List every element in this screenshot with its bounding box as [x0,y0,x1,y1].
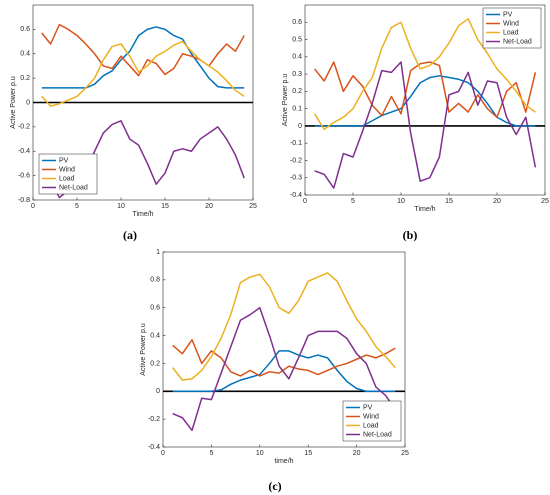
x-tick-label: 10 [117,203,125,210]
legend-label: Load [363,422,379,429]
y-axis-label: Active Power p.u [10,76,17,129]
legend-label: PV [503,11,513,18]
series-line [313,18,536,131]
y-tick-label: 0.3 [292,71,302,78]
legend-label: Net-Load [503,38,532,45]
x-tick-label: 15 [445,198,453,205]
y-tick-label: -0.2 [290,157,302,164]
y-axis-label: Active Power p.u [282,74,289,127]
y-tick-label: 0.5 [292,36,302,43]
y-tick-label: 0.6 [150,305,160,312]
legend-label: Wind [503,20,519,27]
y-tick-label: -0.4 [290,192,302,199]
y-tick-label: -0.2 [18,124,30,131]
y-tick-label: 0.4 [20,51,30,58]
x-tick-label: 0 [161,450,165,457]
y-tick-label: -0.8 [18,197,30,204]
y-tick-label: 0.4 [292,54,302,61]
y-tick-label: 0.2 [20,75,30,82]
y-tick-label: -0.2 [148,416,160,423]
series-line [41,40,245,107]
y-tick-label: 0 [26,99,30,106]
series-line [314,61,537,119]
y-tick-label: 0 [298,123,302,130]
series-line [172,272,396,381]
x-tick-label: 15 [304,450,312,457]
series-line [314,61,537,189]
legend-label: Wind [363,413,379,420]
x-axis-label: Time/h [414,206,435,213]
x-tick-label: 20 [353,450,361,457]
series-line [172,339,396,377]
x-tick-label: 5 [209,450,213,457]
series-line [314,75,536,127]
legend-label: Net-Load [59,184,88,191]
x-tick-label: 25 [249,203,257,210]
caption: (a) [123,228,137,242]
caption: (c) [268,479,281,493]
subplot: 0 5 10 15 20 25 -0.4 -0.3 -0.2 -0.1 0 0.1 0.2 0.3 0.4 0… [282,4,549,242]
series-line [41,26,245,89]
legend-label: PV [59,157,69,164]
x-tick-label: 20 [205,203,213,210]
x-tick-label: 25 [541,198,549,205]
legend-label: Load [59,175,75,182]
y-tick-label: 0.4 [150,332,160,339]
y-tick-label: -0.6 [18,172,30,179]
y-tick-label: 0.6 [20,26,30,33]
y-axis-label: Active Power p.u [140,323,147,376]
x-axis-label: time/h [274,458,293,465]
y-tick-label: 0.6 [292,19,302,26]
y-tick-label: 0.8 [150,277,160,284]
legend-label: PV [363,404,373,411]
y-tick-label: 0.2 [150,360,160,367]
x-tick-label: 5 [351,198,355,205]
y-tick-label: -0.4 [18,148,30,155]
y-tick-label: 0.2 [292,88,302,95]
legend-label: Wind [59,166,75,173]
legend-label: Load [503,29,519,36]
legend-label: Net-Load [363,431,392,438]
x-tick-label: 25 [401,450,409,457]
y-tick-label: 0.1 [292,105,302,112]
y-tick-label: 1 [156,249,160,256]
x-tick-label: 10 [256,450,264,457]
y-tick-label: -0.4 [148,444,160,451]
subplot: 0 5 10 15 20 25 -0.4 -0.2 0 0.2 0.4 0.6 0.8 1 time/h Ac… [140,249,409,493]
x-tick-label: 5 [75,203,79,210]
y-tick-label: -0.1 [290,140,302,147]
caption: (b) [403,228,418,242]
series-line [172,306,396,432]
x-tick-label: 0 [31,203,35,210]
x-tick-label: 20 [493,198,501,205]
y-tick-label: -0.3 [290,175,302,182]
y-tick-label: 0 [156,388,160,395]
x-tick-label: 15 [161,203,169,210]
x-tick-label: 0 [303,198,307,205]
x-axis-label: Time/h [132,211,153,218]
series-line [172,350,396,393]
subplot: 0 5 10 15 20 25 -0.8 -0.6 -0.4 -0.2 0 0.2 0.4 0.6 Time… [10,4,257,242]
series-line [41,23,245,77]
x-tick-label: 10 [397,198,405,205]
